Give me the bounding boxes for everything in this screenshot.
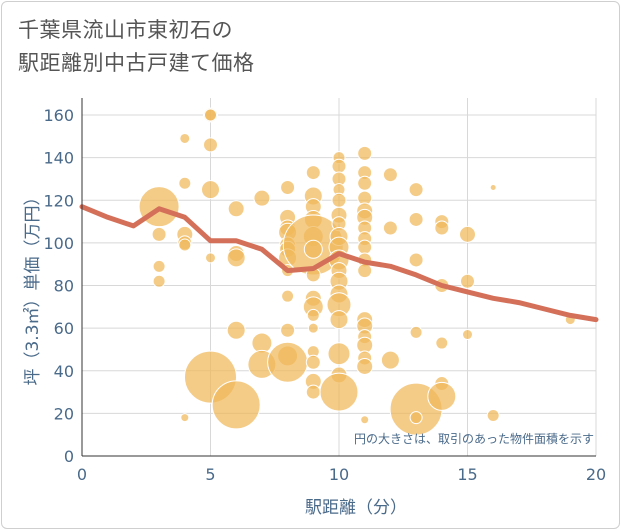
data-bubble [211, 380, 261, 430]
data-bubble [306, 308, 320, 322]
data-bubble [204, 108, 217, 122]
data-bubble [226, 320, 246, 340]
data-bubble [280, 180, 296, 195]
data-bubble [434, 220, 450, 236]
x-axis-label: 駅距離（分） [305, 498, 407, 518]
y-tick-label: 60 [54, 319, 74, 338]
data-bubble [360, 415, 370, 425]
data-bubble [382, 167, 398, 183]
data-bubble [357, 145, 373, 161]
y-axis-label: 坪（3.3㎡）単価（万円） [23, 188, 43, 385]
data-bubble [459, 225, 476, 243]
data-bubble [178, 238, 192, 252]
data-bubble [408, 252, 424, 268]
data-bubble [267, 341, 309, 383]
data-bubble [178, 176, 192, 190]
data-bubble [179, 132, 191, 144]
data-bubble [408, 182, 424, 198]
data-bubble [409, 325, 423, 339]
axes: 0 20 40 60 80 100 120 140 160 0 5 10 15 20 [43, 98, 606, 484]
x-tick-label: 10 [329, 465, 349, 484]
x-tick-label: 0 [77, 465, 87, 484]
data-bubble [327, 342, 351, 366]
data-bubble [151, 226, 167, 242]
y-tick-label: 0 [64, 447, 74, 466]
data-bubble [253, 189, 271, 207]
x-tick-label: 15 [457, 465, 477, 484]
data-bubble [382, 220, 398, 236]
data-bubble [205, 252, 216, 264]
data-bubble [201, 180, 220, 200]
data-bubble [152, 274, 166, 288]
chart-title: 千葉県流山市東初石の 駅距離別中古戸建て価格 [18, 14, 255, 80]
data-bubble [305, 165, 321, 181]
trend-line-layer [79, 204, 599, 323]
data-bubble [409, 411, 423, 425]
data-bubble [227, 200, 245, 218]
data-bubble [357, 175, 373, 191]
data-bubble [305, 384, 321, 400]
data-bubble [460, 273, 475, 289]
y-tick-label: 140 [43, 149, 74, 168]
data-bubble [305, 354, 321, 370]
data-bubble [307, 322, 319, 334]
data-bubble [331, 158, 347, 174]
data-bubble [281, 289, 295, 303]
x-tick-label: 20 [586, 465, 606, 484]
data-bubble [357, 263, 373, 279]
data-bubble [357, 239, 373, 255]
data-bubble [427, 381, 457, 411]
y-tick-label: 160 [43, 106, 74, 125]
data-bubble [180, 413, 190, 423]
average-price-line [79, 204, 599, 323]
y-tick-label: 120 [43, 191, 74, 210]
data-bubble [303, 239, 323, 259]
data-bubble [380, 350, 400, 370]
data-bubble [408, 211, 424, 227]
data-bubble [203, 137, 218, 153]
y-tick-label: 80 [54, 277, 74, 296]
data-bubble [226, 248, 246, 268]
data-bubble [329, 310, 349, 330]
data-bubble [462, 329, 473, 341]
y-tick-label: 40 [54, 362, 74, 381]
data-bubble [152, 259, 166, 273]
chart-title-line-1: 千葉県流山市東初石の [18, 18, 233, 42]
chart-title-line-2: 駅距離別中古戸建て価格 [18, 51, 255, 75]
data-bubble [486, 409, 500, 423]
data-bubble [319, 372, 359, 412]
data-bubble [489, 184, 497, 191]
data-bubble [356, 358, 374, 375]
bubble-layer [138, 107, 576, 436]
x-tick-label: 5 [205, 465, 215, 484]
y-tick-label: 100 [43, 234, 74, 253]
y-tick-label: 20 [54, 404, 74, 423]
data-bubble [435, 336, 449, 350]
data-bubble [331, 192, 347, 208]
data-bubble [280, 322, 296, 338]
bubble-size-note: 円の大きさは、取引のあった物件面積を示す [354, 431, 594, 446]
